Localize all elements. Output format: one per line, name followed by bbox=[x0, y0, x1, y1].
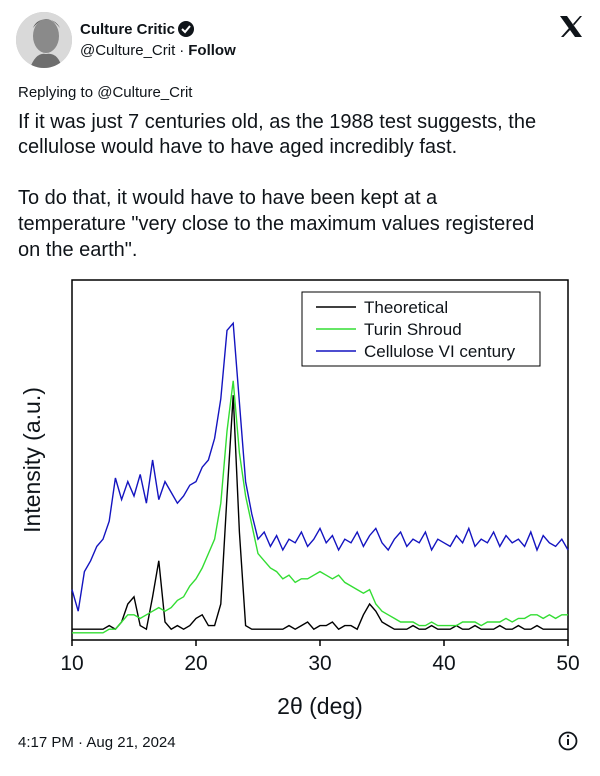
author-name[interactable]: Culture Critic bbox=[80, 21, 175, 38]
tweet-line: cellulose would have to have aged incred… bbox=[18, 136, 457, 158]
tweet-line: If it was just 7 centuries old, as the 1… bbox=[18, 111, 536, 133]
x-tick-label: 10 bbox=[60, 652, 83, 675]
x-tick-label: 40 bbox=[432, 652, 455, 675]
chart: 10 20 30 40 50 2θ (deg) Intensity (a.u.) Theore… bbox=[19, 279, 580, 719]
legend-label: Theoretical bbox=[364, 298, 448, 317]
tweet-line: on the earth". bbox=[18, 239, 137, 261]
separator: · bbox=[179, 42, 184, 59]
y-axis-label: Intensity (a.u.) bbox=[19, 387, 45, 533]
avatar[interactable] bbox=[16, 12, 72, 68]
x-tick-label: 20 bbox=[184, 652, 207, 675]
legend-label: Turin Shroud bbox=[364, 320, 462, 339]
x-axis-label: 2θ (deg) bbox=[277, 693, 363, 719]
verified-badge bbox=[178, 21, 195, 37]
series-line bbox=[72, 380, 568, 634]
series-line bbox=[71, 321, 569, 612]
tweet-text: If it was just 7 centuries old, as the 1… bbox=[18, 111, 536, 261]
legend: Theoretical Turin Shroud Cellulose VI cent… bbox=[301, 291, 541, 367]
legend-label: Cellulose VI century bbox=[364, 342, 516, 361]
series-line bbox=[72, 395, 568, 631]
x-tick-label: 50 bbox=[556, 652, 579, 675]
tweet-line: To do that, it would have to have been k… bbox=[18, 187, 438, 209]
handle[interactable]: @Culture_Crit bbox=[80, 42, 176, 59]
tweet-line: temperature "very close to the maximum v… bbox=[18, 213, 534, 235]
reply-context: Replying to @Culture_Crit bbox=[18, 84, 193, 101]
follow-button[interactable]: Follow bbox=[188, 42, 236, 59]
info-icon[interactable] bbox=[558, 731, 578, 751]
timestamp[interactable]: 4:17 PM · Aug 21, 2024 bbox=[18, 734, 176, 751]
x-logo[interactable] bbox=[560, 16, 582, 37]
x-tick-label: 30 bbox=[308, 652, 331, 675]
